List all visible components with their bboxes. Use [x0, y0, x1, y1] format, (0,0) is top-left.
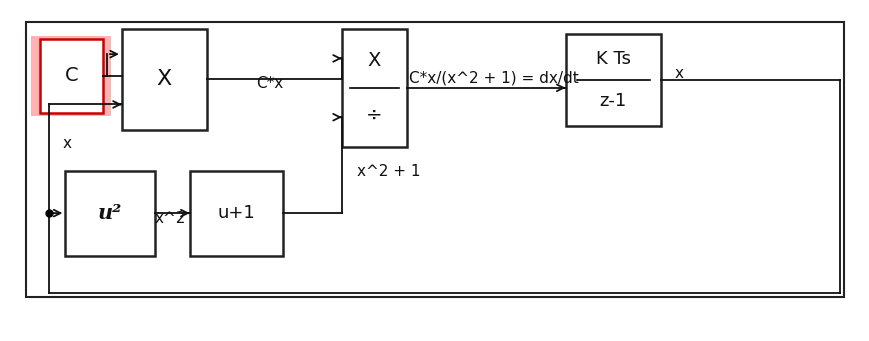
Text: x^2 + 1: x^2 + 1: [356, 164, 420, 179]
Text: x: x: [63, 136, 71, 151]
Text: u²: u²: [98, 203, 122, 223]
Bar: [122, 29, 207, 130]
Text: C*x: C*x: [255, 76, 283, 91]
Text: z-1: z-1: [599, 92, 627, 110]
Bar: [565, 34, 660, 126]
Text: C: C: [64, 66, 78, 85]
Bar: [342, 29, 407, 147]
Bar: [189, 170, 282, 256]
Bar: [26, 22, 843, 297]
Text: X: X: [368, 51, 381, 70]
Text: u+1: u+1: [217, 204, 255, 222]
Bar: [65, 170, 155, 256]
Text: x: x: [673, 66, 682, 81]
Text: ÷: ÷: [366, 105, 382, 124]
Bar: [31, 36, 111, 116]
Text: C*x/(x^2 + 1) = dx/dt: C*x/(x^2 + 1) = dx/dt: [408, 71, 579, 86]
Text: X: X: [156, 69, 172, 89]
Bar: [40, 39, 103, 113]
Text: x^2: x^2: [155, 211, 186, 226]
Text: K Ts: K Ts: [595, 50, 630, 68]
